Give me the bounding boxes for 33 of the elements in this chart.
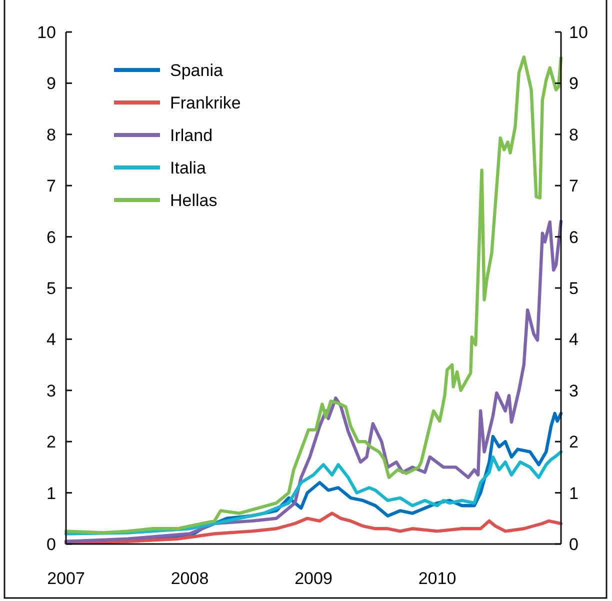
line-series xyxy=(64,55,563,534)
x-tick-label: 2009 xyxy=(294,569,332,588)
y-tick-label: 9 xyxy=(46,74,56,94)
y-tick-label: 1 xyxy=(46,484,56,503)
y2-tick-label: 6 xyxy=(569,228,578,247)
y2-tick-label: 5 xyxy=(569,278,578,298)
y2-tick-label: 4 xyxy=(569,330,578,350)
line-series xyxy=(64,450,563,536)
legend-label: Hellas xyxy=(170,190,218,210)
y2-tick-label: 1 xyxy=(569,484,578,503)
legend-label: Irland xyxy=(170,126,213,145)
legend-label: Italia xyxy=(170,158,206,178)
y-tick-label: 0 xyxy=(46,534,56,554)
y-tick-label: 6 xyxy=(46,228,56,247)
y2-tick-label: 8 xyxy=(569,125,578,144)
y-tick-label: 5 xyxy=(46,278,56,298)
y2-tick-label: 0 xyxy=(569,534,578,554)
y2-tick-label: 10 xyxy=(569,22,588,42)
y2-tick-label: 2 xyxy=(569,432,578,452)
y2-tick-label: 7 xyxy=(569,176,578,196)
x-tick-label: 2008 xyxy=(170,569,209,588)
y-tick-label: 10 xyxy=(37,22,56,42)
y-tick-label: 7 xyxy=(46,176,56,196)
y2-tick-label: 3 xyxy=(569,381,578,400)
y-tick-label: 8 xyxy=(46,125,56,144)
legend-label: Spania xyxy=(170,60,224,80)
y-tick-label: 4 xyxy=(46,330,56,350)
x-tick-label: 2010 xyxy=(418,569,456,588)
y-tick-label: 3 xyxy=(46,381,56,400)
y2-tick-label: 9 xyxy=(569,74,578,94)
x-tick-label: 2007 xyxy=(47,569,85,588)
y-tick-label: 2 xyxy=(46,432,56,452)
legend-label: Frankrike xyxy=(170,93,241,112)
